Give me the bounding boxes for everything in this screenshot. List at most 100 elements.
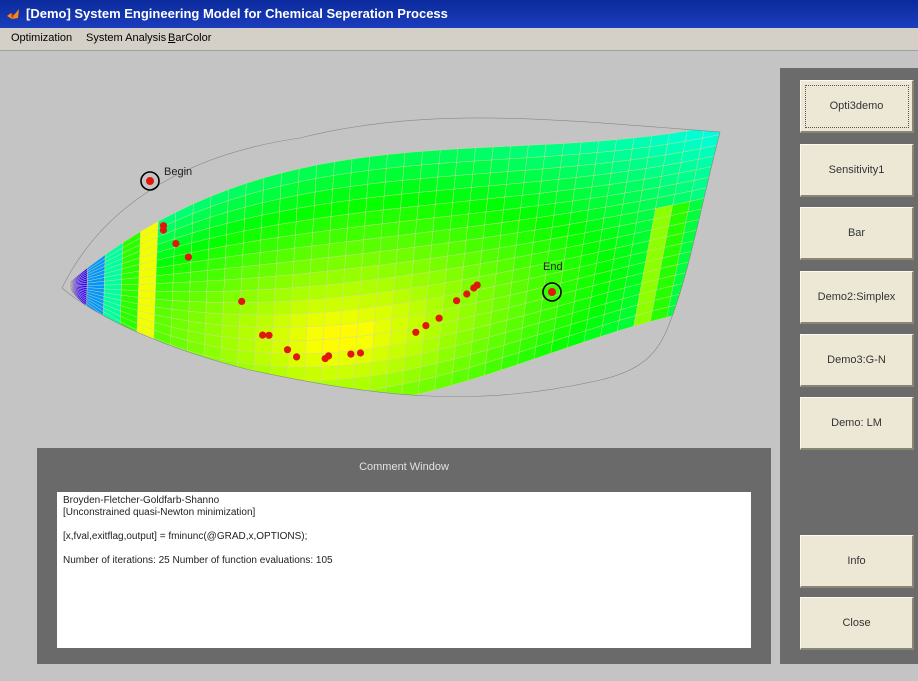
surface-cell: [186, 359, 204, 377]
menu-barcolor[interactable]: BarColor: [168, 32, 212, 44]
sensitivity1-button[interactable]: Sensitivity1: [800, 144, 914, 197]
surface-cell: [525, 156, 545, 171]
end-marker: [542, 282, 562, 302]
surface-cell: [286, 366, 305, 382]
surface-cell: [395, 246, 415, 264]
comment-line: [Unconstrained quasi-Newton minimization…: [63, 507, 256, 518]
surface-cell: [306, 311, 326, 328]
surface-cell: [522, 180, 542, 196]
surface-cell: [206, 279, 225, 292]
surface-cell: [346, 225, 366, 243]
surface-cell: [172, 281, 191, 293]
surface-cell: [254, 339, 273, 354]
surface-cell: [341, 294, 361, 312]
surface-cell: [276, 247, 295, 264]
surface-cell: [691, 256, 712, 272]
surface-cell: [340, 308, 360, 325]
surface-cell: [121, 283, 139, 292]
surface-cell: [274, 287, 293, 303]
comment-line: Number of iterations: 25 Number of funct…: [63, 555, 333, 566]
surface-cell: [353, 362, 372, 379]
path-point: [412, 328, 420, 336]
surface-cell: [467, 211, 487, 228]
surface-cell: [335, 391, 354, 397]
surface-cell: [189, 291, 208, 303]
surface-cell: [342, 281, 362, 298]
surface-cell: [704, 193, 720, 209]
path-point: [184, 253, 192, 261]
surface-cell: [270, 353, 289, 368]
surface-cell: [383, 180, 404, 197]
surface-cell: [698, 225, 719, 241]
surface-cell: [359, 278, 379, 296]
surface-cell: [689, 267, 710, 283]
optimization-path: [159, 222, 481, 363]
surface-cell: [437, 162, 457, 178]
surface-cell: [241, 264, 260, 280]
surface-cell: [293, 245, 313, 262]
comment-blank-line: [63, 543, 745, 555]
surface-cell: [321, 338, 341, 354]
surface-cell: [596, 139, 617, 153]
surface-cell: [355, 334, 374, 351]
path-point: [238, 297, 246, 305]
surface-cell: [384, 384, 403, 397]
surface-cell: [294, 232, 313, 249]
surface-cell: [451, 200, 471, 217]
surface-cell: [275, 274, 294, 290]
surface-cell: [377, 262, 397, 280]
surface-cell: [185, 369, 204, 388]
close-button[interactable]: Close: [800, 597, 914, 650]
surface-cell: [202, 365, 221, 383]
end-point: [548, 288, 556, 296]
surface-cell: [235, 385, 254, 397]
path-point: [159, 226, 167, 234]
surface-cell: [328, 227, 348, 245]
surface-cell: [685, 288, 705, 304]
surface-cell: [365, 195, 385, 213]
demo2-simplex-button[interactable]: Demo2:Simplex: [800, 271, 914, 324]
surface-cell: [702, 204, 720, 220]
surface-plot: Begin End: [61, 117, 721, 397]
surface-cell: [416, 204, 436, 221]
surface-cell: [687, 278, 707, 293]
surface-cell: [206, 291, 225, 303]
comment-text-area[interactable]: Broyden-Fletcher-Goldfarb-Shanno [Uncons…: [57, 492, 751, 648]
surface-cell: [432, 215, 452, 232]
opti3demo-button[interactable]: Opti3demo: [800, 80, 914, 133]
begin-point: [146, 177, 154, 185]
bar-button[interactable]: Bar: [800, 207, 914, 260]
surface-cell: [289, 313, 309, 328]
surface-cell: [311, 229, 331, 247]
menu-optimization[interactable]: Optimization: [11, 32, 73, 44]
surface-cell: [189, 280, 208, 293]
surface-cell: [305, 325, 325, 341]
surface-cell: [222, 302, 241, 315]
surface-cell: [275, 261, 295, 277]
surface-cell: [368, 387, 387, 397]
surface-cell: [218, 381, 237, 397]
demo-lm-button[interactable]: Demo: LM: [800, 397, 914, 450]
surface-cell: [252, 389, 270, 397]
surface-cell: [291, 286, 310, 302]
surface-cell: [324, 296, 343, 313]
surface-cell: [330, 200, 350, 217]
surface-cell: [207, 268, 226, 282]
surface-cell: [473, 146, 494, 162]
surface-cell: [336, 364, 356, 381]
path-point: [422, 322, 430, 330]
surface-cell: [431, 229, 451, 246]
surface-cell: [270, 366, 289, 381]
surface-cell: [362, 237, 382, 254]
surface-outline: [61, 117, 721, 397]
surface-cell: [313, 202, 333, 220]
demo3-gn-button[interactable]: Demo3:G-N: [800, 334, 914, 387]
surface-cell: [172, 271, 191, 284]
surface-cell: [236, 362, 255, 378]
surface-cell: [312, 216, 332, 233]
info-button[interactable]: Info: [800, 535, 914, 588]
surface-cell: [349, 170, 369, 187]
menu-system-analysis[interactable]: System Analysis: [86, 32, 167, 44]
path-point: [356, 349, 365, 357]
surface-cell: [344, 253, 364, 270]
